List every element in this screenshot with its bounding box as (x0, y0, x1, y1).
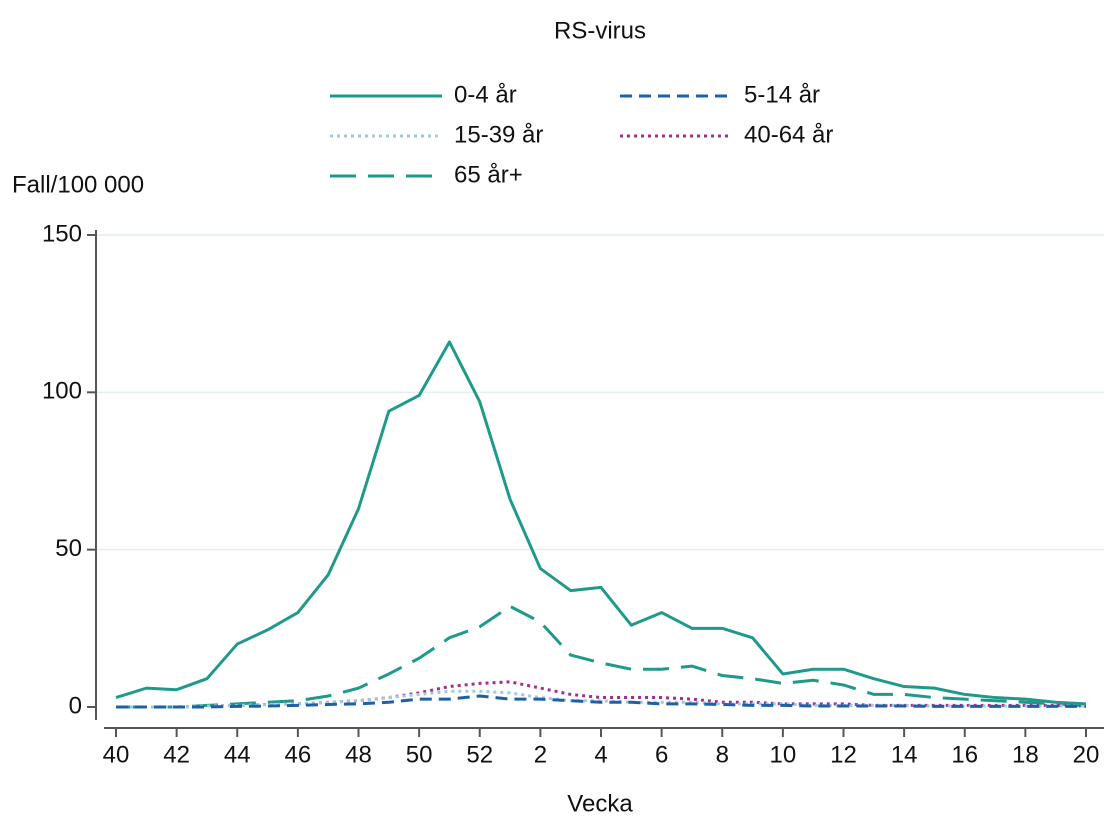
x-tick-label: 14 (891, 741, 918, 768)
x-tick-label: 4 (594, 741, 607, 768)
legend-label: 65 år+ (454, 161, 523, 188)
y-tick-label: 0 (69, 692, 82, 719)
legend-label: 15-39 år (454, 121, 543, 148)
x-tick-label: 8 (716, 741, 729, 768)
x-tick-label: 20 (1073, 741, 1100, 768)
x-tick-label: 16 (951, 741, 978, 768)
x-tick-label: 6 (655, 741, 668, 768)
x-tick-label: 2 (534, 741, 547, 768)
legend-label: 40-64 år (744, 121, 833, 148)
x-tick-label: 10 (770, 741, 797, 768)
x-tick-label: 42 (163, 741, 190, 768)
y-tick-label: 50 (55, 535, 82, 562)
x-axis-label: Vecka (567, 790, 633, 817)
y-tick-label: 150 (42, 220, 82, 247)
x-tick-label: 12 (830, 741, 857, 768)
series-line (115, 340, 1087, 706)
x-tick-label: 18 (1012, 741, 1039, 768)
x-tick-label: 40 (103, 741, 130, 768)
y-axis-label: Fall/100 000 (12, 171, 144, 198)
y-tick-label: 100 (42, 378, 82, 405)
chart-title: RS-virus (554, 17, 646, 44)
legend-label: 0-4 år (454, 81, 517, 108)
x-tick-label: 52 (466, 741, 493, 768)
x-tick-label: 50 (406, 741, 433, 768)
x-tick-label: 46 (285, 741, 312, 768)
x-tick-label: 44 (224, 741, 251, 768)
series-line (116, 694, 1086, 709)
x-tick-label: 48 (345, 741, 372, 768)
legend-label: 5-14 år (744, 81, 820, 108)
series-line (116, 689, 1086, 709)
series-line (116, 604, 1087, 709)
